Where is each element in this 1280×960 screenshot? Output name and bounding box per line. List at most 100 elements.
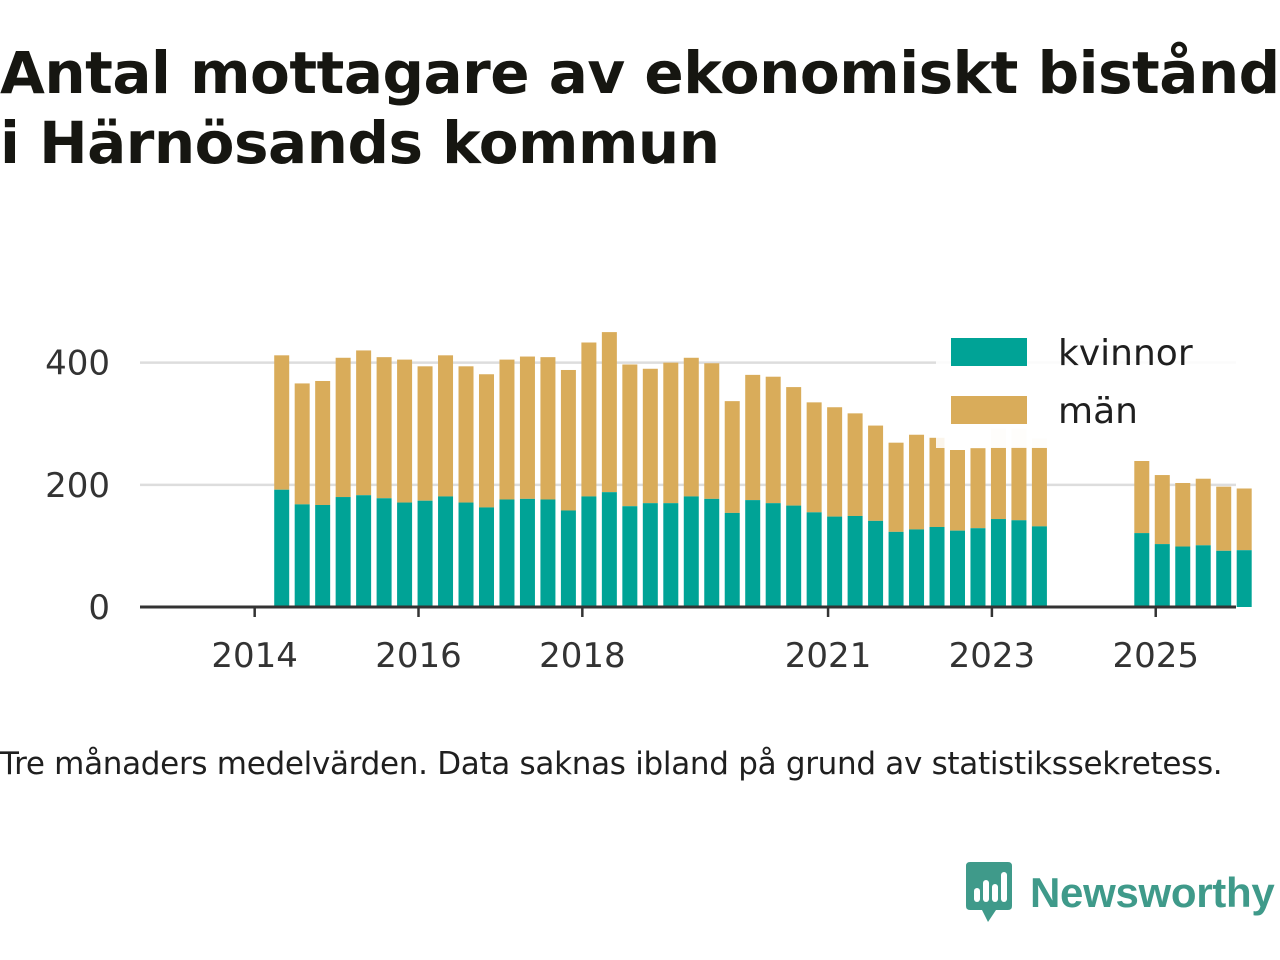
bar-kvinnor <box>1154 544 1170 607</box>
bar-kvinnor <box>827 516 843 607</box>
bar-man <box>458 366 474 503</box>
bar-man <box>724 401 740 513</box>
bar-kvinnor <box>581 496 597 607</box>
bar-man <box>581 342 597 497</box>
x-tick-label: 2021 <box>785 636 872 676</box>
bar-kvinnor <box>806 512 822 607</box>
y-tick-label: 0 <box>88 588 110 628</box>
bar-man <box>1154 475 1170 545</box>
bar-kvinnor <box>294 504 310 607</box>
bar-kvinnor <box>601 492 617 607</box>
newsworthy-logo-icon <box>966 862 1012 922</box>
x-tick-label: 2014 <box>211 636 298 676</box>
x-tick-label: 2023 <box>949 636 1036 676</box>
chart-title-line-1: Antal mottagare av ekonomiskt bistånd <box>0 39 1280 107</box>
bar-kvinnor <box>847 515 863 607</box>
bar-man <box>315 380 331 505</box>
bar-kvinnor <box>786 505 802 607</box>
chart-title-line-2: i Härnösands kommun <box>0 109 720 177</box>
bar-man <box>888 442 904 532</box>
bar-kvinnor <box>663 503 679 607</box>
bar-man <box>335 357 351 498</box>
bar-man <box>949 450 965 531</box>
bar-kvinnor <box>1216 550 1232 607</box>
bar-kvinnor <box>274 489 290 607</box>
bar-man <box>601 332 617 493</box>
bar-kvinnor <box>1031 526 1047 607</box>
bar-man <box>417 366 433 501</box>
bar-kvinnor <box>970 528 986 607</box>
bar-kvinnor <box>909 529 925 607</box>
bar-man <box>499 359 515 500</box>
bar-kvinnor <box>683 496 699 607</box>
bar-man <box>1134 461 1150 534</box>
bar-man <box>704 363 720 499</box>
bar-man <box>1031 447 1047 527</box>
bar-kvinnor <box>438 496 454 607</box>
bar-kvinnor <box>990 519 1006 607</box>
bar-man <box>827 407 843 517</box>
bar-kvinnor <box>949 530 965 607</box>
legend-swatch-man <box>951 396 1027 424</box>
bar-man <box>1011 446 1027 521</box>
bar-kvinnor <box>458 502 474 607</box>
bar-man <box>929 437 945 527</box>
y-tick-label: 200 <box>45 466 110 506</box>
bar-man <box>1216 486 1232 551</box>
bar-man <box>1195 478 1211 546</box>
bar-kvinnor <box>540 499 556 607</box>
bar-man <box>909 434 925 530</box>
bar-kvinnor <box>868 520 884 607</box>
bar-man <box>294 383 310 505</box>
bar-man <box>663 362 679 504</box>
stacked-bar-chart: 0 200 400 2014 2016 2018 2021 2023 2025 kvinnor m… <box>45 322 1252 676</box>
bar-kvinnor <box>1195 545 1211 607</box>
bar-man <box>990 447 1006 520</box>
axes: 0 200 400 2014 2016 2018 2021 2023 2025 <box>45 344 1236 676</box>
bar-kvinnor <box>1175 546 1191 607</box>
bar-man <box>622 364 638 507</box>
bar-man <box>397 359 413 503</box>
bar-kvinnor <box>356 495 372 607</box>
bar-kvinnor <box>376 498 392 607</box>
bar-kvinnor <box>335 497 351 607</box>
bar-kvinnor <box>704 498 720 607</box>
bar-man <box>806 402 822 513</box>
bar-man <box>519 356 535 499</box>
chart-title: Antal mottagare av ekonomiskt bistånd i … <box>0 38 1280 178</box>
bar-man <box>642 368 658 504</box>
legend-label: kvinnor <box>1058 333 1193 374</box>
bar-man <box>1236 488 1252 551</box>
bar-man <box>540 357 556 500</box>
legend-swatch-kvinnor <box>951 338 1027 366</box>
bar-man <box>786 387 802 506</box>
bar-man <box>745 374 761 501</box>
bar-kvinnor <box>1236 550 1252 607</box>
bar-man <box>683 357 699 497</box>
x-tick-label: 2016 <box>375 636 462 676</box>
bar-man <box>438 355 454 497</box>
bar-kvinnor <box>929 526 945 607</box>
x-tick-label: 2018 <box>539 636 626 676</box>
x-tick-label: 2025 <box>1112 636 1199 676</box>
bar-man <box>765 376 781 504</box>
bar-kvinnor <box>478 507 494 607</box>
bar-man <box>970 448 986 529</box>
bars <box>274 332 1252 607</box>
bar-man <box>376 357 392 499</box>
bar-kvinnor <box>397 502 413 607</box>
chart-footnote: Tre månaders medelvärden. Data saknas ib… <box>0 746 1223 782</box>
bar-kvinnor <box>888 531 904 607</box>
bar-kvinnor <box>765 503 781 607</box>
bar-kvinnor <box>622 506 638 607</box>
bar-kvinnor <box>519 498 535 607</box>
legend: kvinnor män <box>936 322 1236 448</box>
bar-kvinnor <box>417 500 433 607</box>
bar-man <box>560 369 576 511</box>
bar-man <box>847 413 863 516</box>
legend-label: män <box>1058 391 1138 432</box>
bar-kvinnor <box>315 504 331 607</box>
bar-kvinnor <box>1011 520 1027 607</box>
bar-man <box>356 350 372 496</box>
bar-kvinnor <box>560 510 576 607</box>
